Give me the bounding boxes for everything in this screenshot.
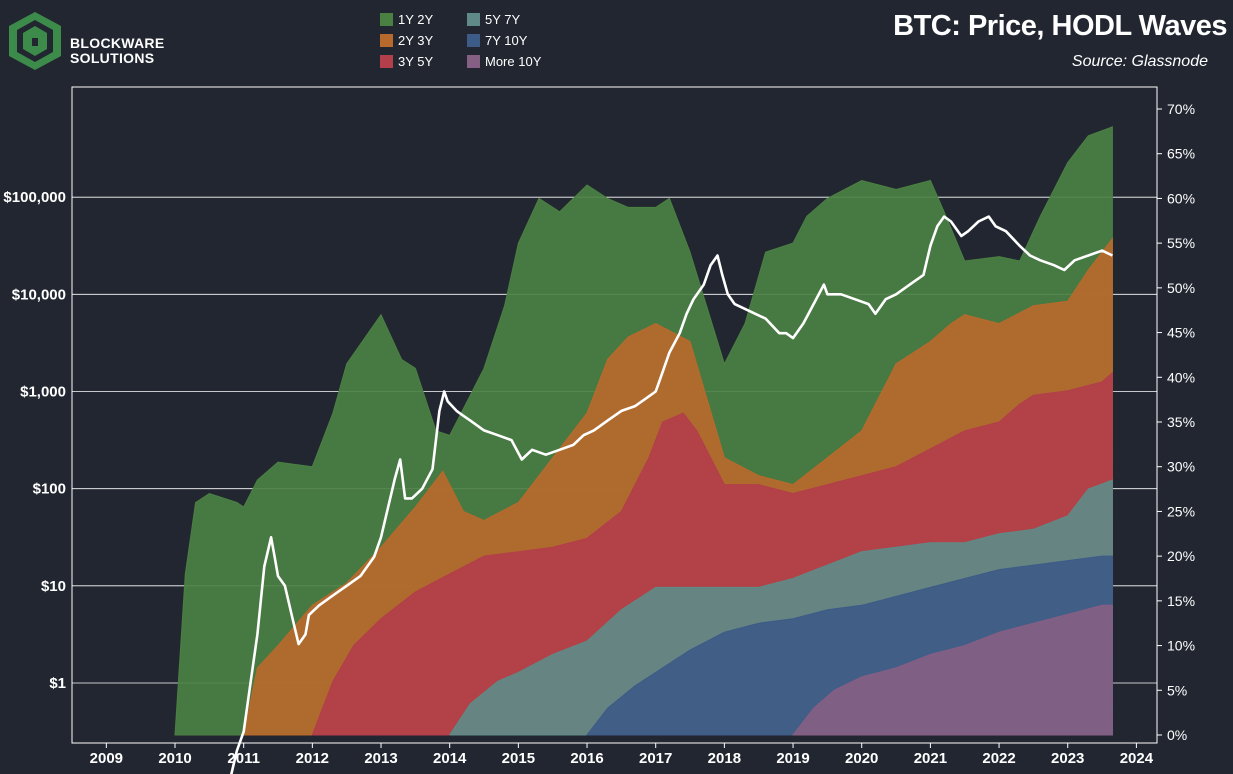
y-right-tick-label: 55% [1167, 235, 1195, 251]
x-tick-label: 2023 [1051, 750, 1084, 767]
y-right-tick-label: 35% [1167, 414, 1195, 430]
y-right-tick-label: 25% [1167, 503, 1195, 519]
y-right-tick-label: 70% [1167, 101, 1195, 117]
y-right-tick-label: 15% [1167, 593, 1195, 609]
x-tick-label: 2018 [708, 750, 741, 767]
x-tick-label: 2009 [90, 750, 123, 767]
y-right-tick-label: 30% [1167, 459, 1195, 475]
y-right-tick-label: 65% [1167, 146, 1195, 162]
y-right-tick-label: 40% [1167, 369, 1195, 385]
y-right-tick-label: 45% [1167, 325, 1195, 341]
x-tick-label: 2016 [570, 750, 603, 767]
y-right-tick-label: 5% [1167, 682, 1187, 698]
x-tick-label: 2012 [296, 750, 329, 767]
y-right-tick-label: 10% [1167, 638, 1195, 654]
x-tick-label: 2021 [914, 750, 947, 767]
y-left-tick-label: $1,000 [20, 384, 66, 401]
x-tick-label: 2011 [227, 750, 260, 767]
x-tick-label: 2017 [639, 750, 672, 767]
x-tick-label: 2022 [982, 750, 1015, 767]
x-tick-label: 2015 [502, 750, 535, 767]
x-tick-label: 2019 [776, 750, 809, 767]
y-left-tick-label: $1 [49, 675, 66, 692]
y-left-tick-label: $10 [41, 578, 66, 595]
x-tick-label: 2014 [433, 750, 467, 767]
x-tick-label: 2024 [1120, 750, 1154, 767]
chart-canvas: $100,000$10,000$1,000$100$10$1$070%65%60… [0, 0, 1233, 774]
x-tick-label: 2010 [158, 750, 191, 767]
y-left-tick-label: $10,000 [12, 286, 66, 303]
x-tick-label: 2013 [364, 750, 397, 767]
y-left-tick-label: $100 [33, 481, 66, 498]
y-right-tick-label: 50% [1167, 280, 1195, 296]
y-left-tick-label: $100,000 [3, 189, 66, 206]
y-right-tick-label: 60% [1167, 190, 1195, 206]
y-right-tick-label: 0% [1167, 727, 1187, 743]
x-tick-label: 2020 [845, 750, 878, 767]
y-right-tick-label: 20% [1167, 548, 1195, 564]
